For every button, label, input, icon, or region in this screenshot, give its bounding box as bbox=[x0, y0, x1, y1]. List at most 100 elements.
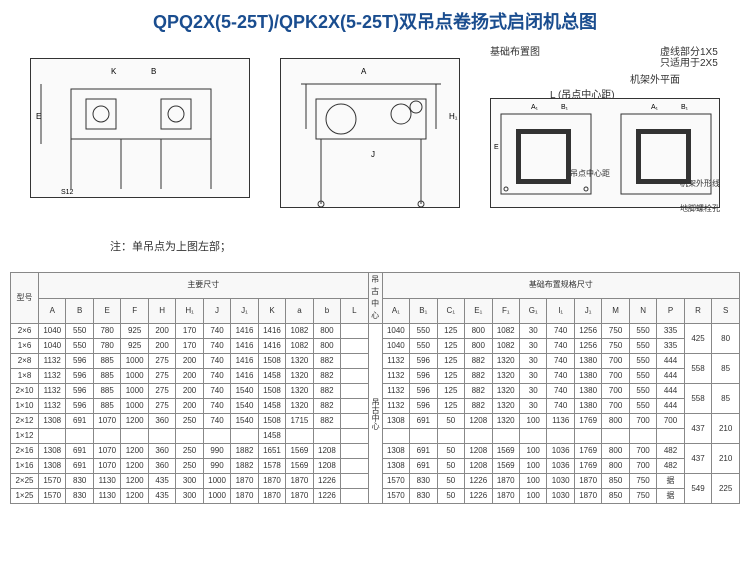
th-col: B bbox=[66, 298, 93, 324]
cell: 549 bbox=[684, 474, 711, 504]
cell: 885 bbox=[93, 369, 120, 384]
cell: 550 bbox=[629, 354, 656, 369]
diagram-right: A₁B₁ A₁B₁ E bbox=[490, 98, 720, 208]
cell: 1136 bbox=[547, 414, 574, 429]
cell: 300 bbox=[176, 489, 203, 504]
cell: 1308 bbox=[39, 414, 66, 429]
cell bbox=[341, 384, 368, 399]
cell bbox=[313, 429, 340, 444]
diagram-area: 基础布置图 虚线部分1X5 只适用于2X5 KB E S12 bbox=[0, 38, 750, 268]
spec-table-wrap: 型号 主要尺寸 吊古中心 基础布置规格尺寸 ABEFHH₁JJ₁KabLA₁B₁… bbox=[0, 268, 750, 514]
cell bbox=[382, 429, 409, 444]
svg-text:A₁: A₁ bbox=[651, 104, 659, 111]
label-dash2: 只适用于2X5 bbox=[660, 54, 718, 69]
cell: 1569 bbox=[286, 459, 313, 474]
cell bbox=[93, 429, 120, 444]
cell: 1000 bbox=[121, 384, 148, 399]
cell: 990 bbox=[203, 444, 230, 459]
cell: 225 bbox=[712, 474, 740, 504]
th-col: F bbox=[121, 298, 148, 324]
label-center: 吊点中心距 bbox=[570, 168, 610, 179]
cell bbox=[341, 369, 368, 384]
cell: 1130 bbox=[93, 474, 120, 489]
cell: 200 bbox=[176, 354, 203, 369]
cell: 1226 bbox=[465, 489, 492, 504]
cell: 1226 bbox=[313, 474, 340, 489]
cell: 1380 bbox=[574, 399, 601, 414]
cell: 1769 bbox=[574, 444, 601, 459]
cell bbox=[341, 489, 368, 504]
cell: 1308 bbox=[39, 444, 66, 459]
cell: 1130 bbox=[93, 489, 120, 504]
cell bbox=[519, 429, 546, 444]
cell: 1070 bbox=[93, 459, 120, 474]
cell: 据 bbox=[657, 474, 684, 489]
cell bbox=[547, 429, 574, 444]
cell bbox=[629, 429, 656, 444]
cell: 885 bbox=[93, 399, 120, 414]
cell: 882 bbox=[313, 354, 340, 369]
cell: 30 bbox=[519, 324, 546, 339]
cell: 50 bbox=[437, 414, 464, 429]
cell: 125 bbox=[437, 369, 464, 384]
cell-model: 1×12 bbox=[11, 429, 39, 444]
cell: 700 bbox=[602, 384, 629, 399]
cell: 1070 bbox=[93, 414, 120, 429]
cell: 1132 bbox=[382, 369, 409, 384]
cell: 700 bbox=[602, 369, 629, 384]
cell: 1132 bbox=[382, 399, 409, 414]
cell: 1256 bbox=[574, 339, 601, 354]
th-col: b bbox=[313, 298, 340, 324]
cell: 740 bbox=[547, 354, 574, 369]
cell bbox=[465, 429, 492, 444]
th-col: F₁ bbox=[492, 298, 519, 324]
cell: 1715 bbox=[286, 414, 313, 429]
cell: 1320 bbox=[492, 369, 519, 384]
svg-text:K: K bbox=[111, 67, 117, 76]
cell: 100 bbox=[519, 489, 546, 504]
cell: 200 bbox=[148, 339, 175, 354]
cell: 1000 bbox=[203, 489, 230, 504]
cell-model: 1×25 bbox=[11, 489, 39, 504]
cell: 200 bbox=[148, 324, 175, 339]
cell: 740 bbox=[547, 339, 574, 354]
cell: 100 bbox=[519, 414, 546, 429]
th-col: A bbox=[39, 298, 66, 324]
cell: 1870 bbox=[231, 489, 258, 504]
cell: 740 bbox=[203, 384, 230, 399]
cell: 830 bbox=[66, 489, 93, 504]
cell: 925 bbox=[121, 324, 148, 339]
cell: 1569 bbox=[492, 459, 519, 474]
cell: 700 bbox=[629, 459, 656, 474]
cell: 1082 bbox=[286, 324, 313, 339]
th-col: R bbox=[684, 298, 711, 324]
svg-text:S12: S12 bbox=[61, 189, 74, 196]
cell: 1870 bbox=[258, 489, 285, 504]
cell: 170 bbox=[176, 324, 203, 339]
cell: 1416 bbox=[258, 339, 285, 354]
cell: 700 bbox=[602, 399, 629, 414]
cell: 1200 bbox=[121, 474, 148, 489]
cell-model: 1×8 bbox=[11, 369, 39, 384]
cell: 1132 bbox=[39, 384, 66, 399]
cell: 1036 bbox=[547, 444, 574, 459]
cell: 740 bbox=[547, 369, 574, 384]
cell: 125 bbox=[437, 339, 464, 354]
cell: 360 bbox=[148, 414, 175, 429]
cell-model: 2×16 bbox=[11, 444, 39, 459]
cell: 750 bbox=[629, 474, 656, 489]
cell: 1030 bbox=[547, 489, 574, 504]
cell: 1308 bbox=[382, 459, 409, 474]
cell: 885 bbox=[93, 384, 120, 399]
cell bbox=[657, 429, 684, 444]
th-main: 主要尺寸 bbox=[39, 273, 369, 299]
cell: 550 bbox=[629, 339, 656, 354]
cell bbox=[341, 444, 368, 459]
cell: 882 bbox=[465, 354, 492, 369]
th-col: H₁ bbox=[176, 298, 203, 324]
cell: 550 bbox=[410, 339, 437, 354]
cell-model: 2×8 bbox=[11, 354, 39, 369]
cell: 1000 bbox=[203, 474, 230, 489]
cell: 691 bbox=[410, 459, 437, 474]
cell: 200 bbox=[176, 399, 203, 414]
